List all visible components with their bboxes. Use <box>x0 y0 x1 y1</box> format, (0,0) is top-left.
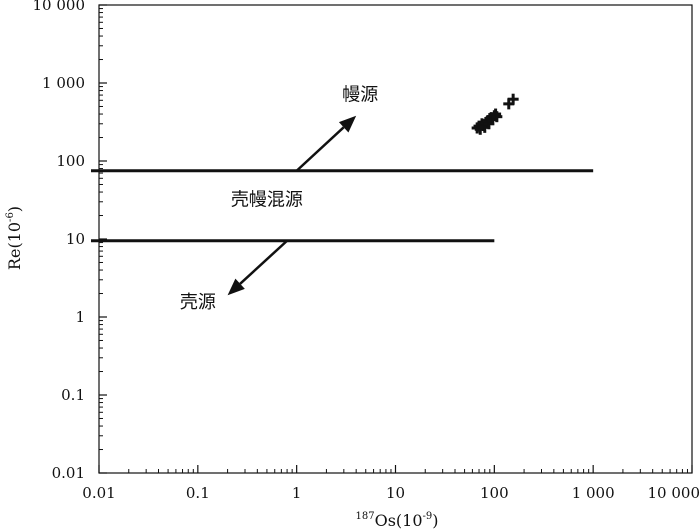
annotation-mantle: 幔源 <box>342 84 378 105</box>
annotation-crust-mantle: 壳幔混源 <box>231 189 303 210</box>
arrow-mantle-head <box>338 115 357 133</box>
x-tick-label: 10 <box>386 484 405 502</box>
y-tick-label: 1 000 <box>42 74 85 92</box>
data-point <box>507 93 519 105</box>
x-tick-label: 1 000 <box>572 484 615 502</box>
y-tick-label: 10 000 <box>33 0 86 14</box>
x-tick-label: 10 000 <box>648 484 700 502</box>
x-axis-label: 187Os(10-9) <box>355 511 438 530</box>
y-axis-label-exp: -6 <box>5 212 16 222</box>
boundary-lines <box>91 169 594 243</box>
y-tick-label: 0.1 <box>61 386 85 404</box>
x-tick-label: 0.1 <box>186 484 210 502</box>
x-tick-label: 1 <box>292 484 302 502</box>
x-axis-label-sup: 187 <box>355 511 374 522</box>
y-axis-label-base: Re(10 <box>5 222 24 270</box>
y-axis-label: Re(10-6) <box>5 206 24 270</box>
y-tick-label: 100 <box>56 152 85 170</box>
y-tick-label: 10 <box>66 230 85 248</box>
x-axis-label-base: Os(10 <box>375 511 423 530</box>
x-axis-label-close: ) <box>432 511 438 530</box>
x-axis-label-exp: -9 <box>423 511 433 522</box>
data-points <box>471 93 519 135</box>
plot-frame <box>98 4 693 474</box>
arrow-crust-shaft <box>239 239 288 285</box>
x-tick-label: 0.01 <box>82 484 115 502</box>
data-point <box>491 111 503 123</box>
y-tick-label: 1 <box>75 308 85 326</box>
axis-ticks <box>98 4 693 474</box>
y-axis-label-close: ) <box>5 206 24 212</box>
annotation-crust: 壳源 <box>180 292 216 313</box>
plot-border <box>98 4 693 474</box>
arrows <box>227 115 357 296</box>
x-tick-label: 100 <box>480 484 509 502</box>
tick-labels: 0.01 0.1 1 10 100 1 000 10 000 0.01 0.1 1 10 100 1 0… <box>33 0 700 502</box>
arrow-crust-head <box>227 278 245 296</box>
arrow-mantle-shaft <box>295 126 345 172</box>
y-tick-label: 0.01 <box>52 464 85 482</box>
